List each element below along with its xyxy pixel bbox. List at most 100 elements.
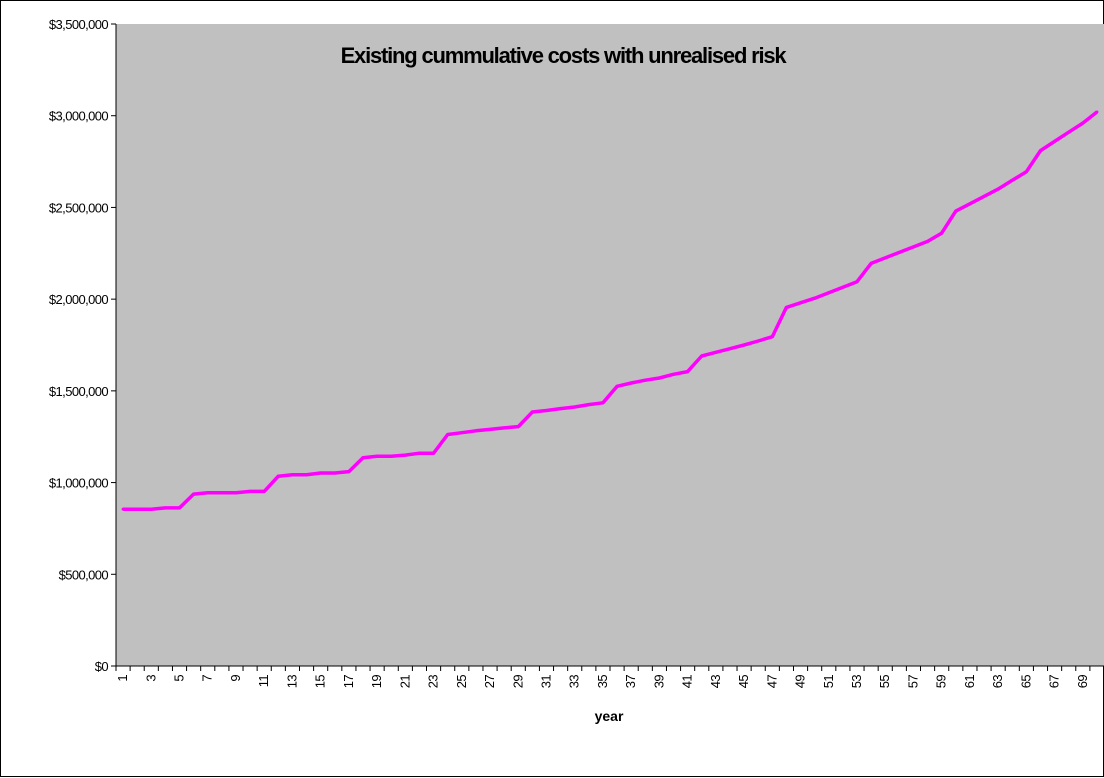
data-point [784, 305, 788, 309]
y-axis-ticks: $0 $500,000 $1,000,000 $1,500,000 $2,000,000… [49, 17, 116, 674]
data-point [657, 376, 661, 380]
y-tick-label: $3,500,000 [49, 17, 108, 32]
x-tick-label: 43 [708, 675, 723, 689]
data-point [432, 451, 436, 455]
data-point [883, 256, 887, 260]
data-point [389, 454, 393, 458]
x-tick-label: 59 [934, 675, 949, 689]
data-point [446, 433, 450, 437]
data-point [234, 491, 238, 495]
x-tick-label: 35 [595, 675, 610, 689]
data-point [827, 291, 831, 295]
data-point [742, 343, 746, 347]
x-tick-label: 63 [990, 675, 1005, 689]
data-point [770, 335, 774, 339]
x-tick-label: 57 [905, 675, 920, 689]
x-tick-label: 27 [482, 675, 497, 689]
data-point [1081, 121, 1085, 125]
x-tick-label: 65 [1018, 675, 1033, 689]
data-point [996, 187, 1000, 191]
data-point [926, 239, 930, 243]
series-line [123, 110, 1098, 511]
data-point [728, 347, 732, 351]
chart-title: Existing cummulative costs with unrealis… [341, 43, 788, 68]
x-tick-label: 13 [284, 675, 299, 689]
data-point [559, 407, 563, 411]
y-tick-label: $1,500,000 [49, 384, 108, 399]
x-tick-label: 29 [510, 675, 525, 689]
x-axis-title: year [595, 708, 624, 724]
x-tick-label: 39 [651, 675, 666, 689]
x-tick-label: 69 [1075, 675, 1090, 689]
data-point [1053, 139, 1057, 143]
data-point [1038, 149, 1042, 153]
data-point [714, 350, 718, 354]
data-point [248, 489, 252, 493]
data-point [968, 202, 972, 206]
data-point [319, 471, 323, 475]
data-point [460, 431, 464, 435]
data-point [573, 405, 577, 409]
data-point [290, 473, 294, 477]
data-point [262, 489, 266, 493]
data-point [756, 339, 760, 343]
data-point [417, 451, 421, 455]
data-point [855, 280, 859, 284]
data-point [206, 491, 210, 495]
x-tick-label: 7 [200, 675, 215, 682]
data-point [276, 474, 280, 478]
x-tick-label: 51 [821, 675, 836, 689]
x-tick-label: 33 [567, 675, 582, 689]
x-tick-label: 9 [228, 675, 243, 682]
x-tick-label: 23 [426, 675, 441, 689]
x-tick-label: 53 [849, 675, 864, 689]
x-tick-label: 19 [369, 675, 384, 689]
data-point [982, 194, 986, 198]
x-tick-label: 11 [256, 675, 271, 688]
data-point [841, 285, 845, 289]
data-point [163, 506, 167, 510]
data-point [940, 231, 944, 235]
data-point [375, 454, 379, 458]
data-point [1095, 110, 1099, 114]
data-point [502, 426, 506, 430]
x-tick-label: 55 [877, 675, 892, 689]
x-tick-label: 21 [397, 675, 412, 689]
data-point [897, 250, 901, 254]
x-tick-label: 47 [764, 675, 779, 689]
data-point [474, 429, 478, 433]
data-point [516, 425, 520, 429]
data-point [954, 209, 958, 213]
x-tick-label: 45 [736, 675, 751, 689]
data-point [149, 507, 153, 511]
data-point [672, 372, 676, 376]
plot-area [116, 24, 1104, 666]
y-tick-label: $0 [95, 659, 109, 674]
data-point [629, 381, 633, 385]
data-points [121, 110, 1099, 511]
x-tick-label: 15 [313, 675, 328, 689]
data-point [587, 403, 591, 407]
data-point [347, 470, 351, 474]
y-tick-label: $500,000 [59, 567, 109, 582]
data-point [488, 427, 492, 431]
x-tick-label: 49 [793, 675, 808, 689]
y-tick-label: $1,000,000 [49, 476, 108, 491]
x-tick-label: 5 [172, 675, 187, 682]
data-point [700, 354, 704, 358]
data-point [305, 473, 309, 477]
x-tick-label: 1 [115, 675, 130, 682]
data-point [135, 507, 139, 511]
data-point [192, 492, 196, 496]
x-tick-label: 31 [538, 675, 553, 689]
data-point [643, 378, 647, 382]
data-point [615, 384, 619, 388]
x-axis-ticks: 1 3 5 7 9 11 13 15 17 19 21 23 25 27 29 31 33 35 37 39 41 43 4… [115, 666, 1104, 688]
x-tick-label: 37 [623, 675, 638, 689]
data-point [1067, 130, 1071, 134]
data-point [530, 410, 534, 414]
data-point [361, 456, 365, 460]
data-point [220, 491, 224, 495]
y-tick-label: $2,000,000 [49, 292, 108, 307]
